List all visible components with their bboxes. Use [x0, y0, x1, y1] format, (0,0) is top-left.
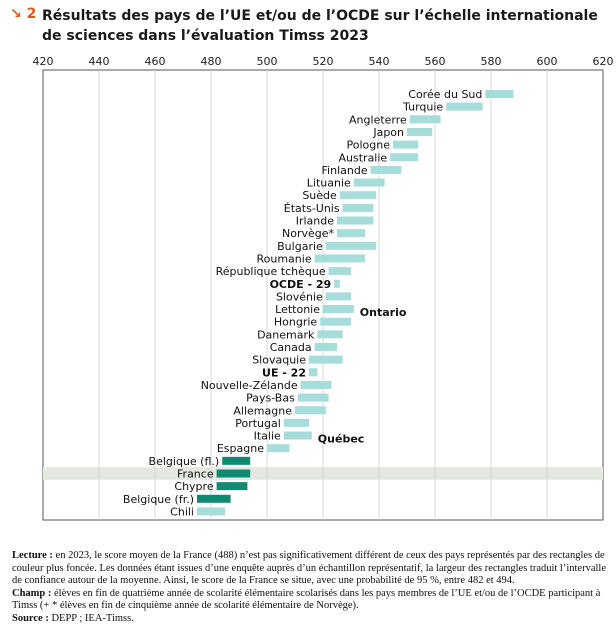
bar: [320, 317, 351, 326]
bar-label: France: [177, 468, 214, 481]
bar-label: Australie: [339, 151, 388, 164]
bar-label: Belgique (fl.): [149, 455, 220, 468]
bar: [325, 241, 377, 250]
x-tick-label: 520: [313, 56, 334, 68]
bar-label: États-Unis: [284, 202, 340, 215]
bar: [342, 203, 374, 212]
bar-label: Italie: [254, 430, 281, 443]
champ-text: élèves en fin de quatrième année de scol…: [12, 587, 601, 612]
bar-label: Finlande: [322, 164, 368, 177]
bar-label: Irlande: [296, 215, 335, 228]
x-tick-label: 440: [89, 56, 110, 68]
bar-label: Danemark: [257, 328, 315, 341]
figure-number: ↘ 2: [10, 6, 36, 22]
bar-label: Angleterre: [349, 113, 407, 126]
bar: [409, 115, 441, 124]
chart-title: Résultats des pays de l’UE et/ou de l’OC…: [42, 8, 598, 44]
bar-label: Turquie: [402, 101, 443, 114]
bar: [390, 153, 419, 162]
x-tick-label: 480: [201, 56, 222, 68]
bar-label: Espagne: [217, 442, 264, 455]
bar: [446, 102, 483, 111]
bar-label: Nouvelle-Zélande: [201, 379, 298, 392]
arrow-down-right-icon: ↘: [10, 6, 22, 22]
bar-label: Japon: [372, 126, 404, 139]
bar-label: Bulgarie: [277, 240, 323, 253]
bar: [222, 456, 251, 465]
bar: [309, 355, 343, 364]
bar: [197, 494, 231, 503]
bar: [295, 406, 326, 415]
bar: [393, 140, 419, 149]
bar: [267, 444, 290, 453]
champ-note: Champ : élèves en fin de quatrième année…: [12, 588, 610, 613]
lecture-label: Lecture :: [12, 550, 53, 561]
source-text: DEPP ; IEA-Timss.: [48, 612, 134, 624]
bar: [353, 178, 385, 187]
bar: [317, 330, 343, 339]
bar-label: Hongrie: [274, 316, 318, 329]
bar-label: République tchèque: [216, 265, 326, 278]
bar: [283, 418, 309, 427]
chart-notes: Lecture : en 2023, le score moyen de la …: [12, 550, 610, 625]
lecture-text: en 2023, le score moyen de la France (48…: [12, 550, 606, 586]
bar-label: Belgique (fr.): [123, 493, 194, 506]
bar-label: Suède: [302, 189, 337, 202]
bar-label: Portugal: [235, 417, 281, 430]
bar-label: Pologne: [347, 139, 391, 152]
x-tick-label: 580: [481, 56, 502, 68]
bar: [216, 482, 248, 491]
bar-label: UE - 22: [262, 366, 306, 379]
bar: [334, 279, 340, 288]
chart-area: 420 440 460 480 500 520 540 560 580 600 620 Corée d…: [0, 55, 616, 536]
bar: [297, 393, 329, 402]
x-tick-label: 420: [33, 56, 54, 68]
bar: [216, 469, 251, 478]
source-label: Source :: [12, 612, 49, 624]
bar: [323, 305, 354, 314]
bar: [314, 254, 365, 263]
x-tick-label: 540: [369, 56, 390, 68]
bar-label: Slovaquie: [252, 354, 306, 367]
annotation-label: Québec: [318, 433, 365, 446]
annotation-label: Ontario: [360, 306, 407, 319]
bar: [337, 229, 365, 238]
bar: [485, 90, 514, 98]
bar: [300, 380, 332, 389]
range-bar-chart: 420 440 460 480 500 520 540 560 580 600 620 Corée d…: [33, 55, 614, 521]
bar: [309, 368, 318, 377]
bar: [197, 507, 225, 516]
x-tick-label: 460: [145, 56, 166, 68]
x-tick-label: 620: [593, 56, 614, 68]
bar: [328, 267, 351, 276]
lecture-note: Lecture : en 2023, le score moyen de la …: [12, 550, 610, 588]
bar-label: Corée du Sud: [408, 88, 482, 101]
bar: [337, 216, 374, 225]
bar: [325, 292, 351, 301]
bar-label: Norvège*: [282, 227, 335, 240]
figure-number-text: 2: [26, 6, 37, 22]
champ-label: Champ :: [12, 587, 52, 599]
bar: [370, 165, 402, 174]
bar-label: OCDE - 29: [270, 278, 332, 291]
bar-label: Chypre: [174, 480, 213, 493]
x-tick-label: 500: [257, 56, 278, 68]
bar-label: Slovénie: [276, 290, 323, 303]
bar-label: Lituanie: [307, 177, 351, 190]
bar-label: Allemagne: [233, 404, 292, 417]
bar: [283, 431, 312, 440]
x-tick-label: 560: [425, 56, 446, 68]
bar-label: Lettonie: [275, 303, 320, 316]
bar-label: Canada: [270, 341, 312, 354]
bar-label: Chili: [170, 505, 194, 518]
source-note: Source : DEPP ; IEA-Timss.: [12, 613, 610, 626]
bar-label: Roumanie: [256, 252, 311, 265]
bar: [339, 191, 377, 200]
x-tick-label: 600: [537, 56, 558, 68]
bar: [314, 343, 337, 351]
bar-label: Pays-Bas: [246, 392, 295, 405]
bar: [407, 127, 433, 136]
